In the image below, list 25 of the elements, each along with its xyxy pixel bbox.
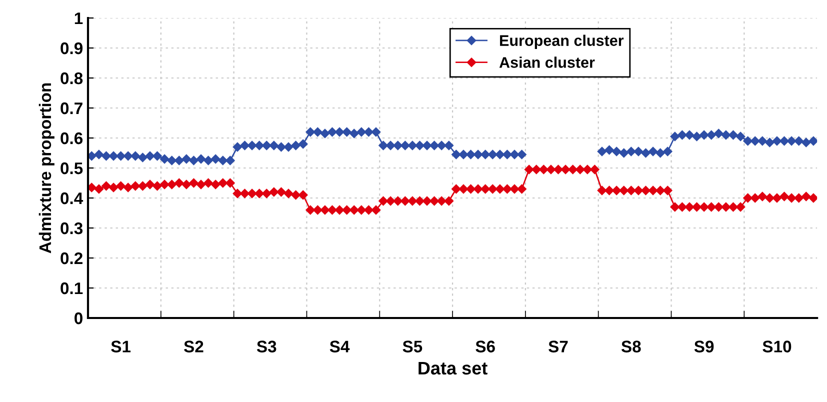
legend-label: Asian cluster xyxy=(499,56,595,68)
y-tick-label: 1 xyxy=(74,12,83,24)
x-tick-label: S10 xyxy=(762,340,792,352)
x-tick-label: S1 xyxy=(111,340,131,352)
x-tick-label: S3 xyxy=(256,340,276,352)
x-tick-label: S4 xyxy=(330,340,350,352)
y-tick-label: 0.9 xyxy=(60,42,83,54)
y-tick-label: 0.7 xyxy=(60,102,82,114)
x-tick-label: S2 xyxy=(184,340,204,352)
x-tick-label: S7 xyxy=(548,340,568,352)
x-tick-label: S8 xyxy=(621,340,641,352)
y-tick-label: 0.6 xyxy=(60,132,83,144)
x-tick-label: S6 xyxy=(476,340,495,352)
y-tick-label: 0.3 xyxy=(60,222,83,234)
y-tick-label: 0 xyxy=(74,312,82,324)
x-axis-title: Data set xyxy=(418,362,488,375)
legend-label: European cluster xyxy=(500,34,624,49)
x-tick-label: S9 xyxy=(694,340,714,352)
y-tick-label: 0.8 xyxy=(60,72,83,84)
y-axis-title: Admixture proportion xyxy=(38,83,54,254)
x-tick-label: S5 xyxy=(402,340,422,352)
y-tick-label: 0.5 xyxy=(60,162,83,174)
y-tick-label: 0.1 xyxy=(60,282,83,294)
y-tick-label: 0.4 xyxy=(60,192,84,204)
y-tick-label: 0.2 xyxy=(60,252,82,264)
